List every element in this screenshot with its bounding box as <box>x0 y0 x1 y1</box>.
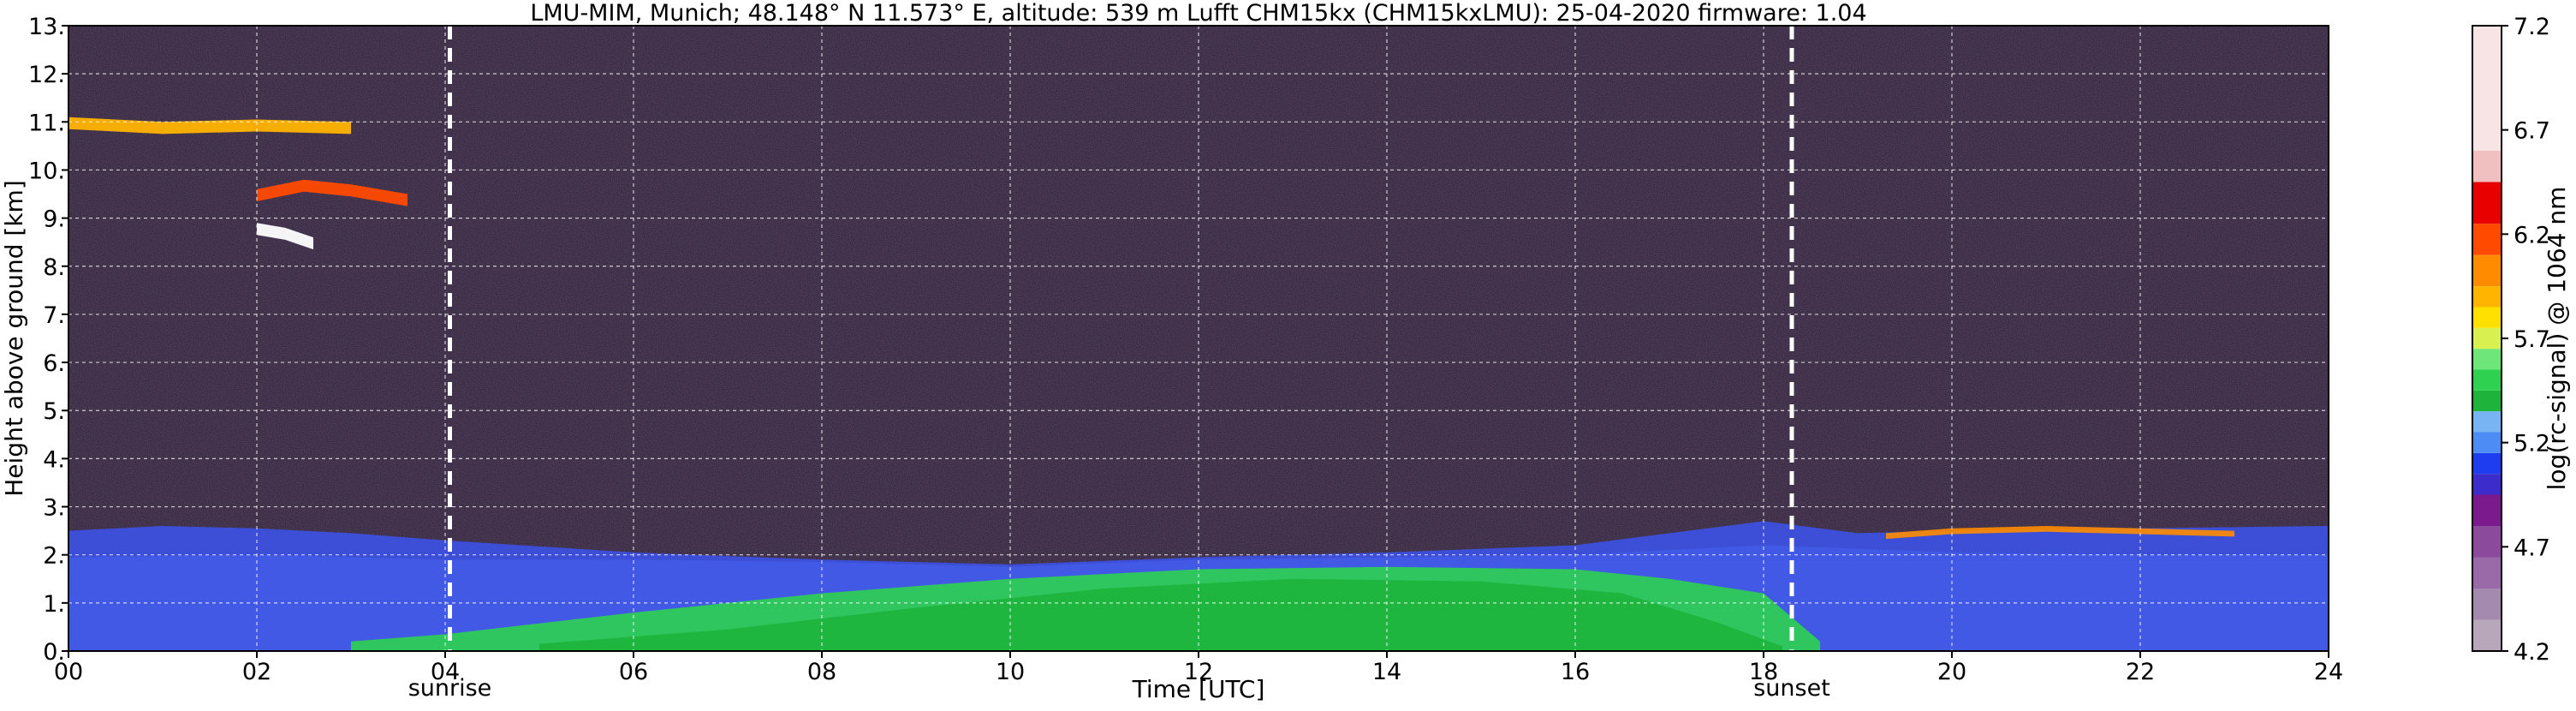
colorbar-segment <box>2472 390 2502 412</box>
x-tick-label: 12 <box>1184 659 1213 685</box>
colorbar-segment <box>2472 327 2502 350</box>
x-tick-label: 04 <box>431 659 460 685</box>
y-axis-ticks: 0. 1. 2. 3. 4. 5. 6. 7. 8. 9. 10. 11. 12. 13. <box>28 14 68 666</box>
colorbar-segment <box>2472 254 2502 287</box>
y-tick-label: 11. <box>28 110 65 136</box>
colorbar-segment <box>2472 619 2502 651</box>
x-tick-label: 18 <box>1749 659 1778 685</box>
colorbar-segment <box>2472 151 2502 182</box>
x-axis-ticks: 00 02 04 06 08 10 12 14 16 18 20 22 24 <box>54 651 2343 685</box>
y-tick-label: 7. <box>43 302 65 329</box>
colorbar-label: log(rc-signal) @ 1064 nm <box>2543 187 2571 491</box>
annotation-lines <box>448 26 1794 651</box>
y-axis-label: Height above ground [km] <box>0 180 28 497</box>
y-tick-label: 4. <box>43 446 65 473</box>
annotation-labels: sunrise sunset <box>408 675 1830 702</box>
x-tick-label: 24 <box>2314 659 2343 685</box>
layer-high-cirrus-1 <box>68 117 351 134</box>
annotation-label-sunrise: sunrise <box>408 675 492 702</box>
colorbar-segment <box>2472 494 2502 526</box>
colorbar-tick-label: 7.2 <box>2514 14 2550 40</box>
x-axis-label: Time [UTC] <box>1132 675 1265 703</box>
colorbar-segment <box>2472 26 2502 151</box>
y-tick-label: 8. <box>43 254 65 281</box>
colorbar-segment <box>2472 369 2502 391</box>
colorbar-segment <box>2472 452 2502 475</box>
colorbar-segment <box>2472 286 2502 308</box>
colorbar-segment <box>2472 589 2502 620</box>
x-tick-label: 06 <box>619 659 648 685</box>
colorbar <box>2472 26 2502 651</box>
y-tick-label: 2. <box>43 543 65 570</box>
colorbar-segment <box>2472 432 2502 453</box>
x-tick-label: 02 <box>242 659 271 685</box>
colorbar-tick-label: 4.7 <box>2514 535 2550 561</box>
chart-title: LMU-MIM, Munich; 48.148° N 11.573° E, al… <box>530 0 1866 27</box>
colorbar-segment <box>2472 307 2502 328</box>
colorbar-tick-label: 6.7 <box>2514 118 2550 145</box>
x-tick-label: 16 <box>1561 659 1590 685</box>
colorbar-segment <box>2472 182 2502 224</box>
layer-mixed-layer-core <box>539 578 1782 651</box>
y-tick-label: 3. <box>43 495 65 522</box>
x-tick-label: 22 <box>2126 659 2155 685</box>
y-tick-label: 1. <box>43 591 65 618</box>
y-tick-label: 10. <box>28 158 65 184</box>
colorbar-segment <box>2472 349 2502 370</box>
x-tick-label: 20 <box>1937 659 1966 685</box>
colorbar-segment <box>2472 557 2502 589</box>
annotation-label-sunset: sunset <box>1753 675 1830 702</box>
x-tick-label: 00 <box>54 659 83 685</box>
colorbar-ticks: 4.2 4.7 5.2 5.7 6.2 6.7 7.2 <box>2502 14 2550 666</box>
y-tick-label: 5. <box>43 398 65 425</box>
y-tick-label: 0. <box>43 639 65 666</box>
y-tick-label: 6. <box>43 350 65 377</box>
colorbar-segment <box>2472 526 2502 558</box>
colorbar-tick-label: 5.2 <box>2514 431 2550 457</box>
grid-lines <box>68 26 2329 651</box>
colorbar-segment <box>2472 411 2502 433</box>
colorbar-segment <box>2472 224 2502 255</box>
y-tick-label: 12. <box>28 62 65 88</box>
x-tick-label: 10 <box>996 659 1025 685</box>
colorbar-tick-label: 4.2 <box>2514 639 2550 666</box>
colorbar-tick-label: 6.2 <box>2514 222 2550 248</box>
colorbar-segment <box>2472 474 2502 495</box>
layer-high-cirrus-2 <box>257 179 408 206</box>
layer-high-cirrus-3 <box>257 223 313 250</box>
x-tick-label: 08 <box>807 659 836 685</box>
x-tick-label: 14 <box>1372 659 1401 685</box>
y-tick-label: 9. <box>43 206 65 233</box>
layer-low-cloud-band <box>1886 526 2234 540</box>
colorbar-tick-label: 5.7 <box>2514 326 2550 353</box>
y-tick-label: 13. <box>28 14 65 40</box>
